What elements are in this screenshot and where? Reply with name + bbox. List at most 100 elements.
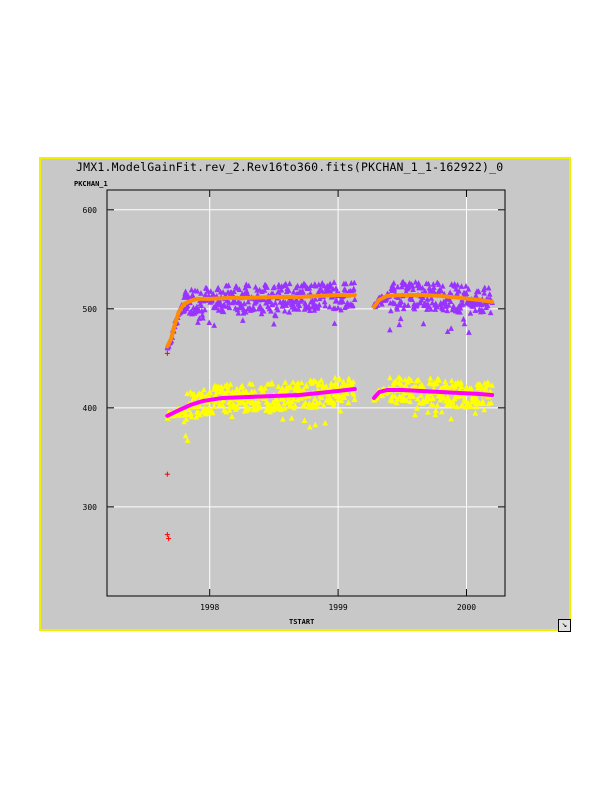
data-point-triangle <box>295 306 302 312</box>
data-point-triangle <box>428 295 435 301</box>
data-point-triangle <box>270 290 276 297</box>
data-point-triangle <box>225 282 232 288</box>
x-tick-label: 1998 <box>200 603 219 612</box>
data-point-triangle <box>396 321 403 328</box>
data-point-triangle <box>333 285 339 291</box>
data-point-triangle <box>351 391 357 397</box>
data-point-triangle <box>318 286 325 293</box>
data-point-triangle <box>216 298 223 304</box>
data-point-triangle <box>345 399 352 406</box>
data-point-triangle <box>270 406 277 413</box>
data-point-triangle <box>414 405 420 411</box>
data-point-triangle <box>257 302 263 309</box>
data-point-triangle <box>454 403 460 410</box>
data-point-triangle <box>275 383 282 389</box>
data-point-triangle <box>387 374 393 381</box>
data-point-triangle <box>316 399 323 405</box>
data-point-triangle <box>226 299 232 305</box>
data-point-triangle <box>229 413 235 419</box>
data-point-triangle <box>316 301 323 308</box>
data-point-triangle <box>318 394 325 400</box>
data-point-triangle <box>332 380 339 386</box>
data-point-triangle <box>403 397 410 403</box>
data-point-triangle <box>278 286 285 293</box>
data-point-triangle <box>205 405 212 412</box>
data-point-triangle <box>414 301 420 308</box>
data-point-triangle <box>282 379 289 385</box>
data-point-triangle <box>185 406 192 413</box>
data-point-triangle <box>480 308 487 314</box>
data-point-triangle <box>331 279 337 285</box>
data-point-triangle <box>398 381 405 387</box>
data-point-triangle <box>241 300 248 307</box>
data-point-triangle <box>331 320 338 326</box>
resize-corner-icon[interactable]: ↘ <box>558 619 571 632</box>
data-point-triangle <box>207 288 214 294</box>
x-tick-label: 1999 <box>328 603 347 612</box>
data-point-triangle <box>481 406 488 413</box>
data-point-triangle <box>444 328 451 335</box>
data-point-triangle <box>481 290 488 296</box>
data-point-triangle <box>434 402 441 408</box>
data-point-triangle <box>463 290 470 296</box>
data-point-triangle <box>209 409 216 416</box>
data-point-triangle <box>268 308 274 314</box>
data-point-triangle <box>211 403 218 409</box>
data-point-triangle <box>398 298 405 305</box>
data-point-triangle <box>290 379 296 385</box>
data-point-triangle <box>285 287 292 293</box>
data-point-triangle <box>454 281 461 288</box>
data-point-triangle <box>447 298 454 304</box>
data-point-triangle <box>182 432 189 439</box>
data-point-triangle <box>281 405 288 411</box>
y-tick-label: 400 <box>83 404 98 413</box>
data-point-triangle <box>287 383 293 390</box>
data-point-triangle <box>337 407 344 414</box>
data-point-triangle <box>457 304 464 311</box>
data-point-triangle <box>486 291 493 297</box>
data-point-triangle <box>280 396 287 402</box>
data-point-triangle <box>251 388 258 394</box>
data-point-triangle <box>409 296 415 303</box>
data-point-triangle <box>474 395 480 402</box>
data-point-triangle <box>453 285 459 292</box>
data-point-triangle <box>336 375 343 382</box>
data-point-triangle <box>465 286 472 292</box>
data-point-triangle <box>261 287 268 293</box>
data-point-triangle <box>400 305 407 312</box>
data-point-triangle <box>307 424 313 430</box>
data-point-triangle <box>434 303 440 310</box>
data-point-triangle <box>445 302 452 308</box>
data-point-triangle <box>456 392 462 399</box>
data-point-triangle <box>344 390 350 396</box>
data-point-triangle <box>321 298 328 305</box>
data-point-triangle <box>440 306 447 313</box>
data-point-triangle <box>199 311 206 318</box>
data-point-triangle <box>311 299 317 306</box>
data-point-triangle <box>438 408 445 415</box>
data-point-triangle <box>235 400 242 407</box>
data-point-triangle <box>312 421 319 428</box>
data-point-triangle <box>281 307 288 314</box>
data-point-triangle <box>326 303 333 310</box>
data-point-triangle <box>286 308 292 315</box>
data-point-triangle <box>302 399 309 405</box>
data-point-triangle <box>235 310 242 316</box>
data-point-triangle <box>458 379 464 385</box>
data-point-triangle <box>288 402 294 408</box>
data-point-triangle <box>407 398 413 405</box>
data-point-triangle <box>333 297 340 303</box>
data-point-triangle <box>332 374 338 381</box>
data-point-triangle <box>390 397 396 404</box>
data-point-triangle <box>202 291 209 298</box>
data-point-triangle <box>446 384 452 391</box>
data-point-triangle <box>184 437 191 443</box>
data-point-triangle <box>448 377 455 384</box>
data-point-triangle <box>242 308 249 315</box>
data-point-triangle <box>468 385 475 392</box>
data-point-triangle <box>436 377 443 383</box>
data-point-triangle <box>397 315 404 322</box>
data-point-triangle <box>275 306 281 313</box>
data-point-triangle <box>237 390 243 396</box>
